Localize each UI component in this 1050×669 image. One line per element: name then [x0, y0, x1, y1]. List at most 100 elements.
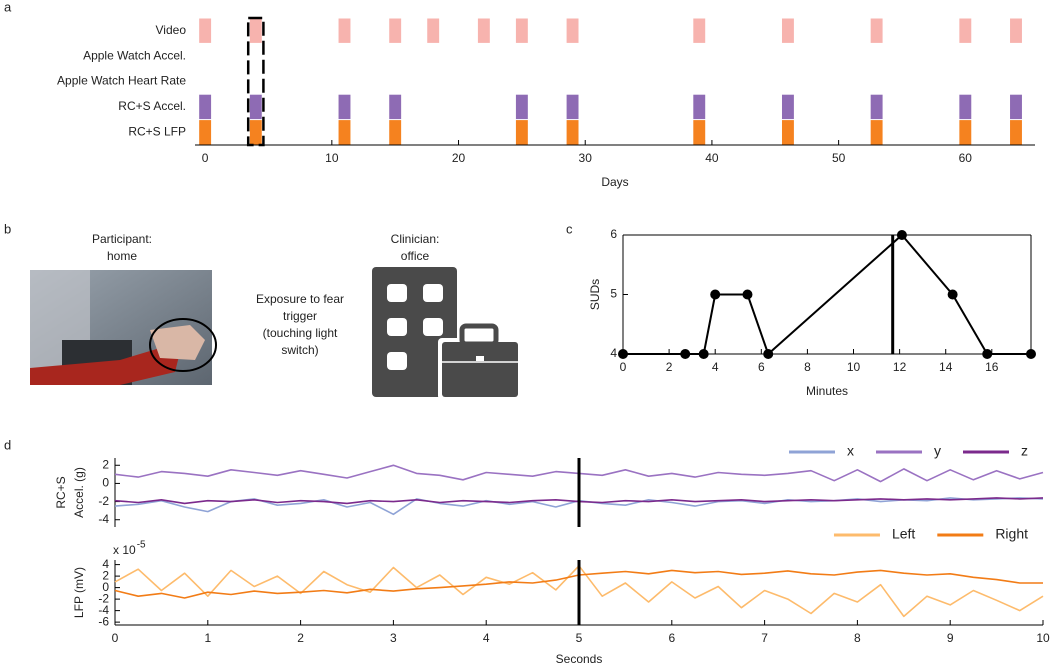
x-tick-label: 0 [620, 360, 627, 374]
recording-bar [249, 94, 262, 120]
participant-place: home [107, 249, 137, 263]
recording-bar [959, 18, 972, 43]
recording-bar [870, 94, 883, 120]
x-tick-label: 6 [758, 360, 765, 374]
x-tick-label: 16 [985, 360, 999, 374]
x-tick-label: 50 [832, 151, 846, 165]
data-point [763, 349, 774, 359]
recording-bar [1010, 120, 1022, 145]
row-label: RC+S LFP [128, 124, 186, 138]
x-tick-label: 0 [112, 631, 119, 645]
data-point [982, 349, 993, 359]
legend-label: y [934, 443, 941, 459]
recording-bar [199, 120, 212, 145]
building-icon [372, 267, 457, 397]
recording-bar [1010, 18, 1022, 43]
legend-label: z [1021, 443, 1028, 459]
x-axis-label: Minutes [806, 384, 848, 398]
recording-bar [338, 18, 351, 43]
x-tick-label: 8 [804, 360, 811, 374]
row-label: Video [156, 23, 187, 37]
panel-label: b [4, 221, 11, 236]
recording-bar [959, 120, 972, 145]
legend-label: Right [995, 526, 1028, 542]
recording-bar [515, 120, 528, 145]
x-tick-label: 9 [947, 631, 954, 645]
recording-bar [389, 18, 402, 43]
recording-bar [389, 94, 402, 120]
row-label: Apple Watch Heart Rate [57, 74, 186, 88]
legend-label: Left [892, 526, 915, 542]
trigger-text: (touching light [263, 326, 338, 340]
photo-circle [149, 318, 217, 372]
y-tick-label: -4 [98, 512, 109, 526]
x-tick-label: 3 [390, 631, 397, 645]
recording-bar [1010, 94, 1022, 120]
x-tick-label: 5 [576, 631, 583, 645]
y-tick-label: 0 [102, 580, 109, 594]
y-scale-exponent: -5 [137, 540, 146, 551]
x-tick-label: 4 [483, 631, 490, 645]
x-tick-label: 8 [854, 631, 861, 645]
recording-bar [515, 94, 528, 120]
y-tick-label: -2 [98, 591, 109, 605]
legend-label: x [847, 443, 854, 459]
data-point [680, 349, 691, 359]
recording-bar [870, 120, 883, 145]
panel-label: d [4, 437, 11, 452]
y-tick-label: -4 [98, 603, 109, 617]
recording-bar [477, 18, 490, 43]
clinician-place: office [401, 249, 430, 263]
recording-bar [249, 18, 262, 43]
briefcase-icon [438, 323, 522, 400]
y-tick-label: -2 [98, 494, 109, 508]
row-label: RC+S Accel. [118, 99, 186, 113]
recording-bar [338, 120, 351, 145]
recording-bar [959, 94, 972, 120]
recording-bar [427, 18, 440, 43]
x-tick-label: 4 [712, 360, 719, 374]
y-tick-label: -6 [98, 614, 109, 628]
y-scale-label: x 10 [113, 543, 136, 557]
data-line [623, 234, 1031, 355]
panel-label: a [4, 0, 12, 14]
y-axis-label: Accel. (g) [72, 467, 86, 518]
y-axis-label: LFP (mV) [72, 567, 86, 618]
x-axis-label: Days [601, 175, 628, 189]
participant-label: Participant: [92, 232, 152, 246]
data-point [947, 289, 958, 300]
photo-hand [150, 325, 205, 360]
trigger-text: switch) [281, 343, 318, 357]
recording-bar [566, 18, 579, 43]
x-tick-label: 14 [939, 360, 953, 374]
clinician-label: Clinician: [391, 232, 440, 246]
recording-bar [781, 120, 794, 145]
recording-bar [693, 94, 706, 120]
recording-bar [693, 18, 706, 43]
recording-bar [199, 18, 212, 43]
trigger-text: trigger [283, 309, 317, 323]
illustration: b Participant: home Exposure to fear tri… [4, 221, 522, 400]
recording-bar [249, 120, 262, 145]
recording-bar [781, 94, 794, 120]
x-tick-label: 30 [579, 151, 593, 165]
y-tick-label: 4 [102, 557, 109, 571]
recording-bar [199, 94, 212, 120]
x-tick-label: 12 [893, 360, 907, 374]
y-tick-label: 2 [102, 457, 109, 471]
data-point [710, 289, 721, 300]
recording-bar [389, 120, 402, 145]
x-tick-label: 6 [668, 631, 675, 645]
x-tick-label: 40 [705, 151, 719, 165]
panel-label: c [566, 221, 573, 236]
x-tick-label: 7 [761, 631, 768, 645]
y-tick-label: 6 [610, 227, 617, 241]
y-tick-label: 0 [102, 476, 109, 490]
x-tick-label: 1 [204, 631, 211, 645]
data-point [618, 349, 628, 359]
x-tick-label: 10 [1036, 631, 1050, 645]
data-point [742, 289, 753, 300]
trigger-text: Exposure to fear [256, 292, 344, 306]
recording-bar [338, 94, 351, 120]
